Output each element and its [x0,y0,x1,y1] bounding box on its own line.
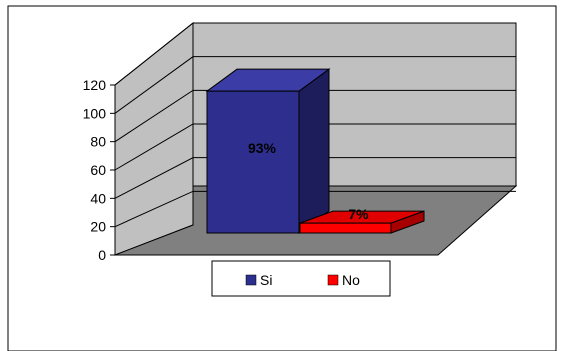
gridline-80 [114,89,516,143]
bars [205,68,425,234]
bar-no [299,222,392,234]
gridline-100 [114,56,516,114]
legend-label-si: Si [260,272,272,288]
legend: Si No [211,260,391,297]
bar-si [206,90,300,234]
data-labels: 93% 7% [248,140,369,222]
gridline-120 [114,22,516,86]
legend-box [211,260,391,297]
bar-side-si [298,68,330,234]
y-tick-label-40: 40 [90,190,106,206]
gridline-60 [114,123,516,171]
legend-swatch-no [327,274,339,286]
gridline-20 [114,190,516,228]
y-tick-label-80: 80 [90,134,106,150]
y-tick-label-0: 0 [98,247,106,263]
gridline-40 [114,157,516,199]
gridlines [114,22,516,228]
legend-swatch-si [245,274,257,286]
legend-label-no: No [342,272,360,288]
y-tick-label-120: 120 [83,77,107,93]
y-tick-label-20: 20 [90,219,106,235]
y-tick-label-60: 60 [90,162,106,178]
data-label-no: 7% [348,206,369,222]
y-tick-labels: 0 20 40 60 80 100 120 [83,77,115,263]
y-tick-label-100: 100 [83,105,107,121]
data-label-si: 93% [248,140,277,156]
